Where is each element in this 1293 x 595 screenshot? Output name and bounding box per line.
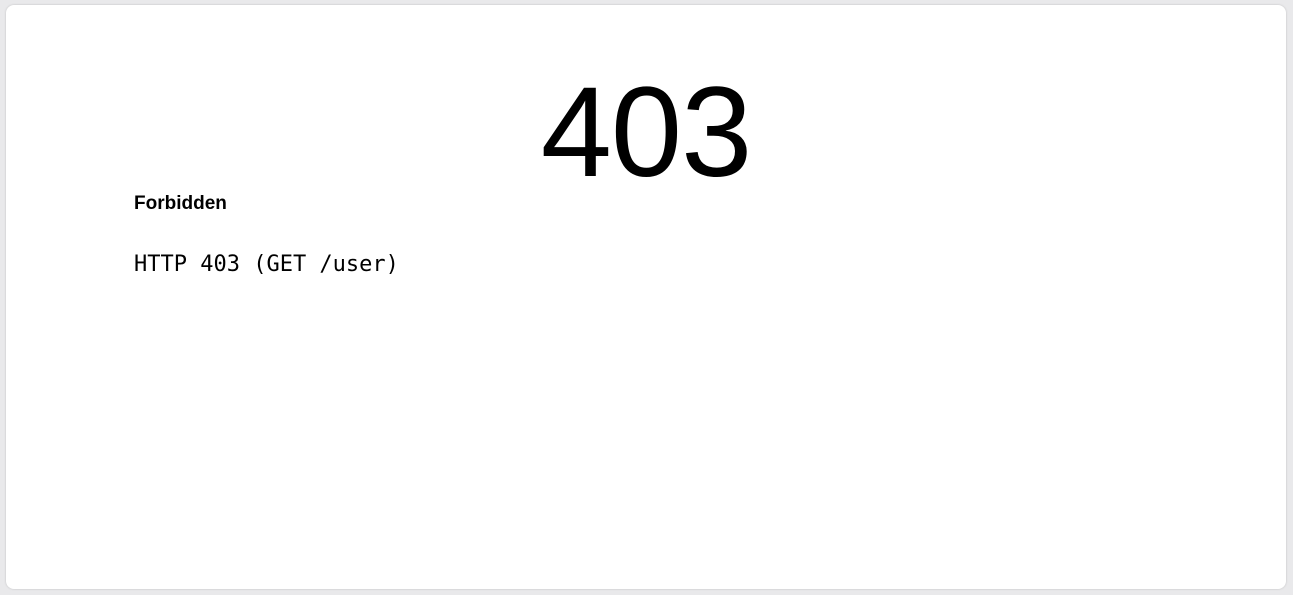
error-detail-text: HTTP 403 (GET /user): [134, 252, 399, 277]
error-code-heading: 403: [540, 61, 753, 204]
error-title: Forbidden: [134, 193, 227, 214]
error-page-panel: 403 Forbidden HTTP 403 (GET /user): [6, 5, 1286, 589]
